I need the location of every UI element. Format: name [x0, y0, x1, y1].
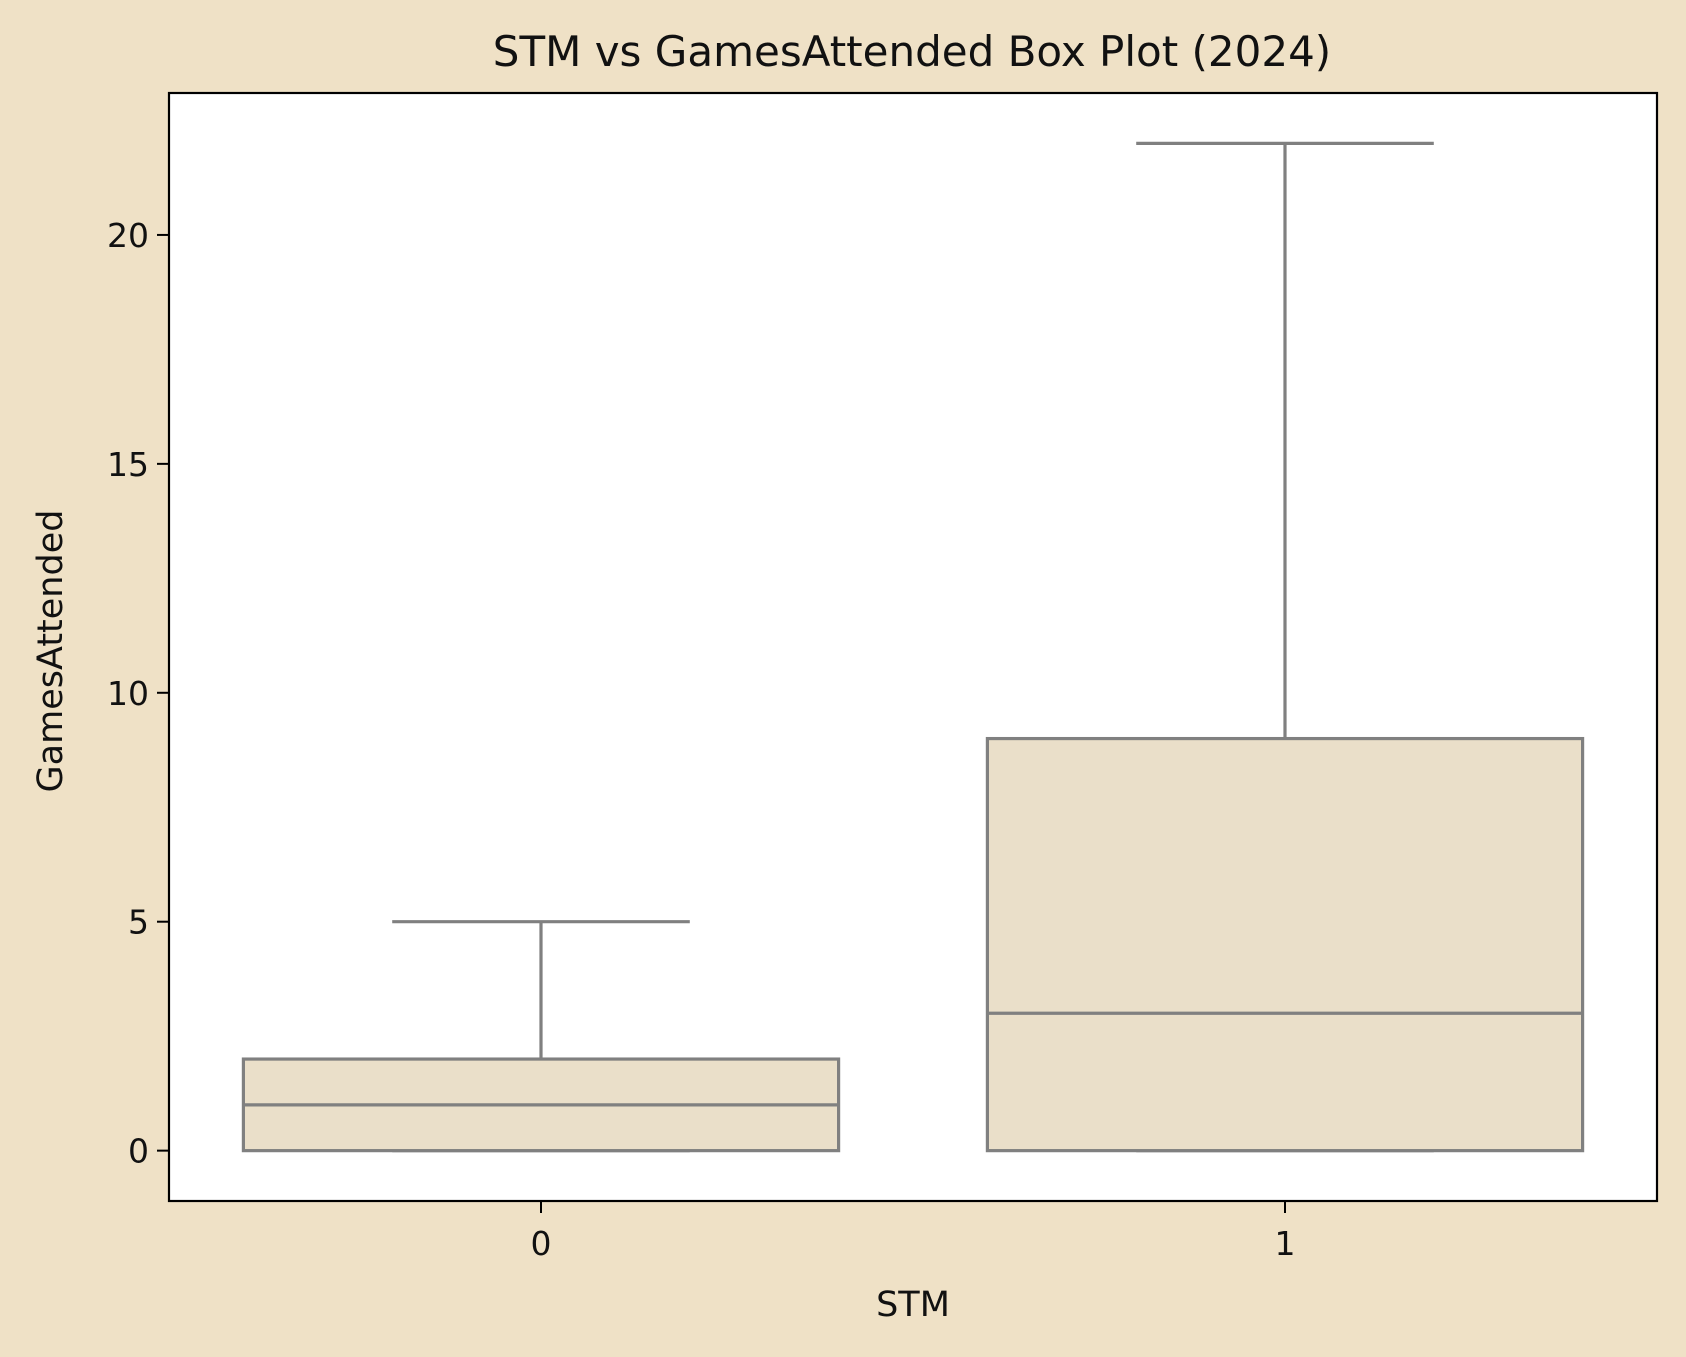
y-tick-label: 0 [128, 1132, 149, 1171]
y-tick-label: 20 [107, 216, 149, 255]
x-tick-label: 0 [531, 1224, 552, 1263]
chart-title: STM vs GamesAttended Box Plot (2024) [493, 27, 1331, 76]
y-tick-label: 15 [107, 445, 149, 484]
y-tick-label: 5 [128, 903, 149, 942]
plot-frame [167, 91, 1659, 1203]
box-group-0 [241, 920, 841, 1153]
box-iqr [985, 736, 1585, 1153]
box-group-1 [985, 141, 1585, 1153]
y-tick-label: 10 [107, 674, 149, 713]
x-axis-label: STM [876, 1285, 950, 1325]
y-axis-ticks: 0 5 10 15 20 [107, 216, 169, 1171]
y-axis-label: GamesAttended [31, 510, 71, 793]
x-tick-label: 1 [1275, 1224, 1296, 1263]
boxes-layer [241, 141, 1585, 1153]
